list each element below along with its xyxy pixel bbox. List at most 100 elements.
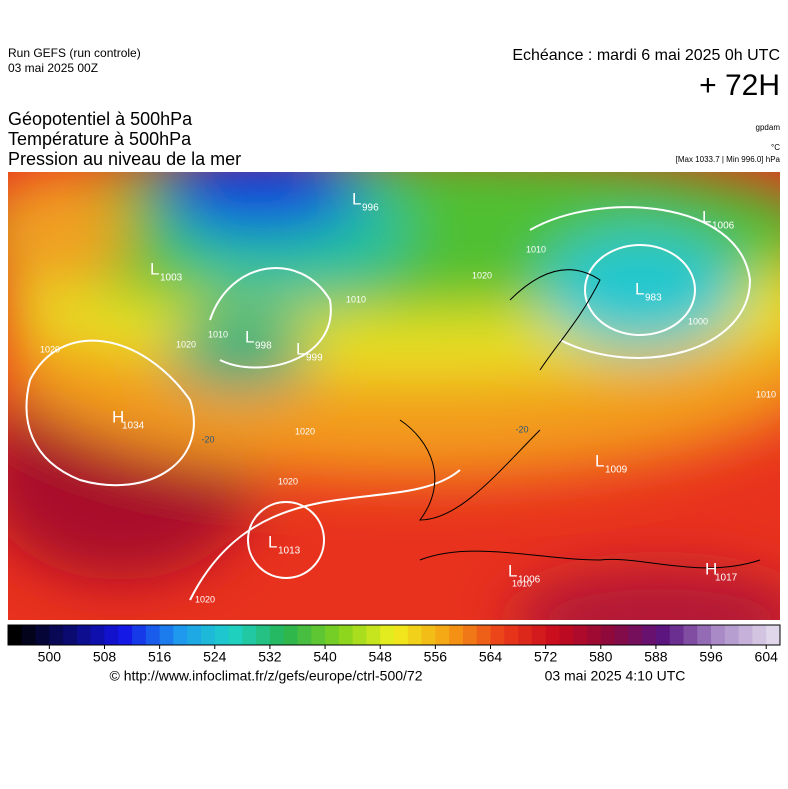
temperature-label: -20 (515, 424, 528, 434)
colorbar-swatch (21, 625, 37, 645)
isobar-label: 1020 (195, 594, 215, 604)
map (8, 172, 780, 620)
colorbar-swatch (628, 625, 643, 645)
colorbar-label: 516 (148, 649, 172, 665)
coastlines (399, 269, 761, 569)
colorbar-swatch (63, 625, 78, 645)
run-name: Run GEFS (run controle) (8, 46, 141, 60)
field-1: Géopotentiel à 500hPa (8, 109, 193, 129)
colorbar-swatch (711, 625, 726, 645)
colorbar-label: 572 (534, 649, 558, 665)
colorbar-swatch (352, 625, 367, 645)
colorbar-swatch (476, 625, 491, 645)
colorbar-swatch (187, 625, 202, 645)
colorbar-label: 500 (38, 649, 62, 665)
colorbar-swatch (766, 625, 781, 645)
center-letter: L (150, 259, 159, 278)
lead-time: + 72H (699, 69, 780, 102)
colorbar-swatch (49, 625, 64, 645)
colorbar-swatch (256, 625, 271, 645)
isobar-label: 1010 (346, 294, 366, 304)
isobar-label: 1020 (472, 270, 492, 280)
colorbar-label: 508 (93, 649, 117, 665)
isobar-label: 1000 (688, 316, 708, 326)
colorbar-swatch (600, 625, 616, 645)
center-letter: L (702, 207, 711, 226)
center-letter: L (508, 561, 517, 580)
colorbar-swatch (545, 625, 560, 645)
colorbar-swatch (201, 625, 216, 645)
colorbar-swatch (104, 625, 119, 645)
run-date: 03 mai 2025 00Z (8, 61, 98, 75)
center-value: 996 (362, 203, 379, 214)
footer-source: © http://www.infoclimat.fr/z/gefs/europe… (109, 668, 422, 684)
isobar-label: 1020 (40, 344, 60, 354)
center-value: 1013 (278, 546, 301, 557)
colorbar-swatch (366, 625, 381, 645)
isobar-label: 1010 (526, 244, 546, 254)
center-letter: L (595, 451, 604, 470)
colorbar-swatch (614, 625, 629, 645)
colorbar-swatch (132, 625, 147, 645)
center-letter: L (296, 339, 305, 358)
colorbar-swatch (118, 625, 133, 645)
colorbar-swatch (559, 625, 574, 645)
colorbar-label: 524 (203, 649, 227, 665)
colorbar-swatch (297, 625, 312, 645)
colorbar-swatch (435, 625, 450, 645)
colorbar-swatch (325, 625, 340, 645)
colorbar-swatch (380, 625, 395, 645)
colorbar-label: 580 (589, 649, 613, 665)
colorbar-label: 588 (644, 649, 668, 665)
isobar-label: 1010 (756, 389, 776, 399)
colorbar-swatch (338, 625, 354, 645)
colorbar-label: 540 (313, 649, 337, 665)
colorbar-swatch (518, 625, 533, 645)
colorbar-swatch (394, 625, 409, 645)
colorbar-label: 564 (479, 649, 503, 665)
colorbar-swatch (697, 625, 712, 645)
unit-temp: °C (771, 143, 780, 152)
colorbar-swatch (504, 625, 519, 645)
isobar-label: 1020 (295, 426, 315, 436)
colorbar-swatch (490, 625, 505, 645)
colorbar-swatch (173, 625, 188, 645)
colorbar-swatch (214, 625, 230, 645)
center-value: 983 (645, 293, 662, 304)
colorbar-swatch (462, 625, 478, 645)
colorbar-swatch (421, 625, 436, 645)
colorbar-swatch (642, 625, 657, 645)
colorbar-swatch (311, 625, 326, 645)
unit-pressure: [Max 1033.7 | Min 996.0] hPa (676, 155, 781, 164)
valid-time: Echéance : mardi 6 mai 2025 0h UTC (512, 47, 780, 64)
center-value: 1006 (518, 575, 541, 586)
field-2: Température à 500hPa (8, 129, 192, 149)
colorbar-swatch (90, 625, 105, 645)
field-3: Pression au niveau de la mer (8, 149, 241, 169)
colorbar-swatch (242, 625, 257, 645)
isobars (25, 206, 752, 601)
colorbar-swatch (283, 625, 298, 645)
colorbar-label: 604 (755, 649, 779, 665)
center-value: 1009 (605, 465, 628, 476)
colorbar-swatch (8, 625, 23, 645)
center-letter: H (112, 407, 124, 426)
colorbar-swatch (573, 625, 588, 645)
center-letter: L (635, 279, 644, 298)
colorbar-frame (7, 624, 781, 646)
temperature-label: -20 (201, 434, 214, 444)
center-letter: L (352, 189, 361, 208)
center-letter: H (705, 559, 717, 578)
center-letter: L (268, 532, 277, 551)
center-value: 1034 (122, 421, 145, 432)
colorbar-swatch (35, 625, 50, 645)
center-letter: L (245, 327, 254, 346)
isobar-label: 1010 (208, 329, 228, 339)
colorbar-swatch (683, 625, 698, 645)
footer-generated: 03 mai 2025 4:10 UTC (545, 668, 686, 684)
colorbar-swatch (269, 625, 285, 645)
colorbar-swatch (449, 625, 464, 645)
unit-gpdam: gpdam (756, 123, 781, 132)
